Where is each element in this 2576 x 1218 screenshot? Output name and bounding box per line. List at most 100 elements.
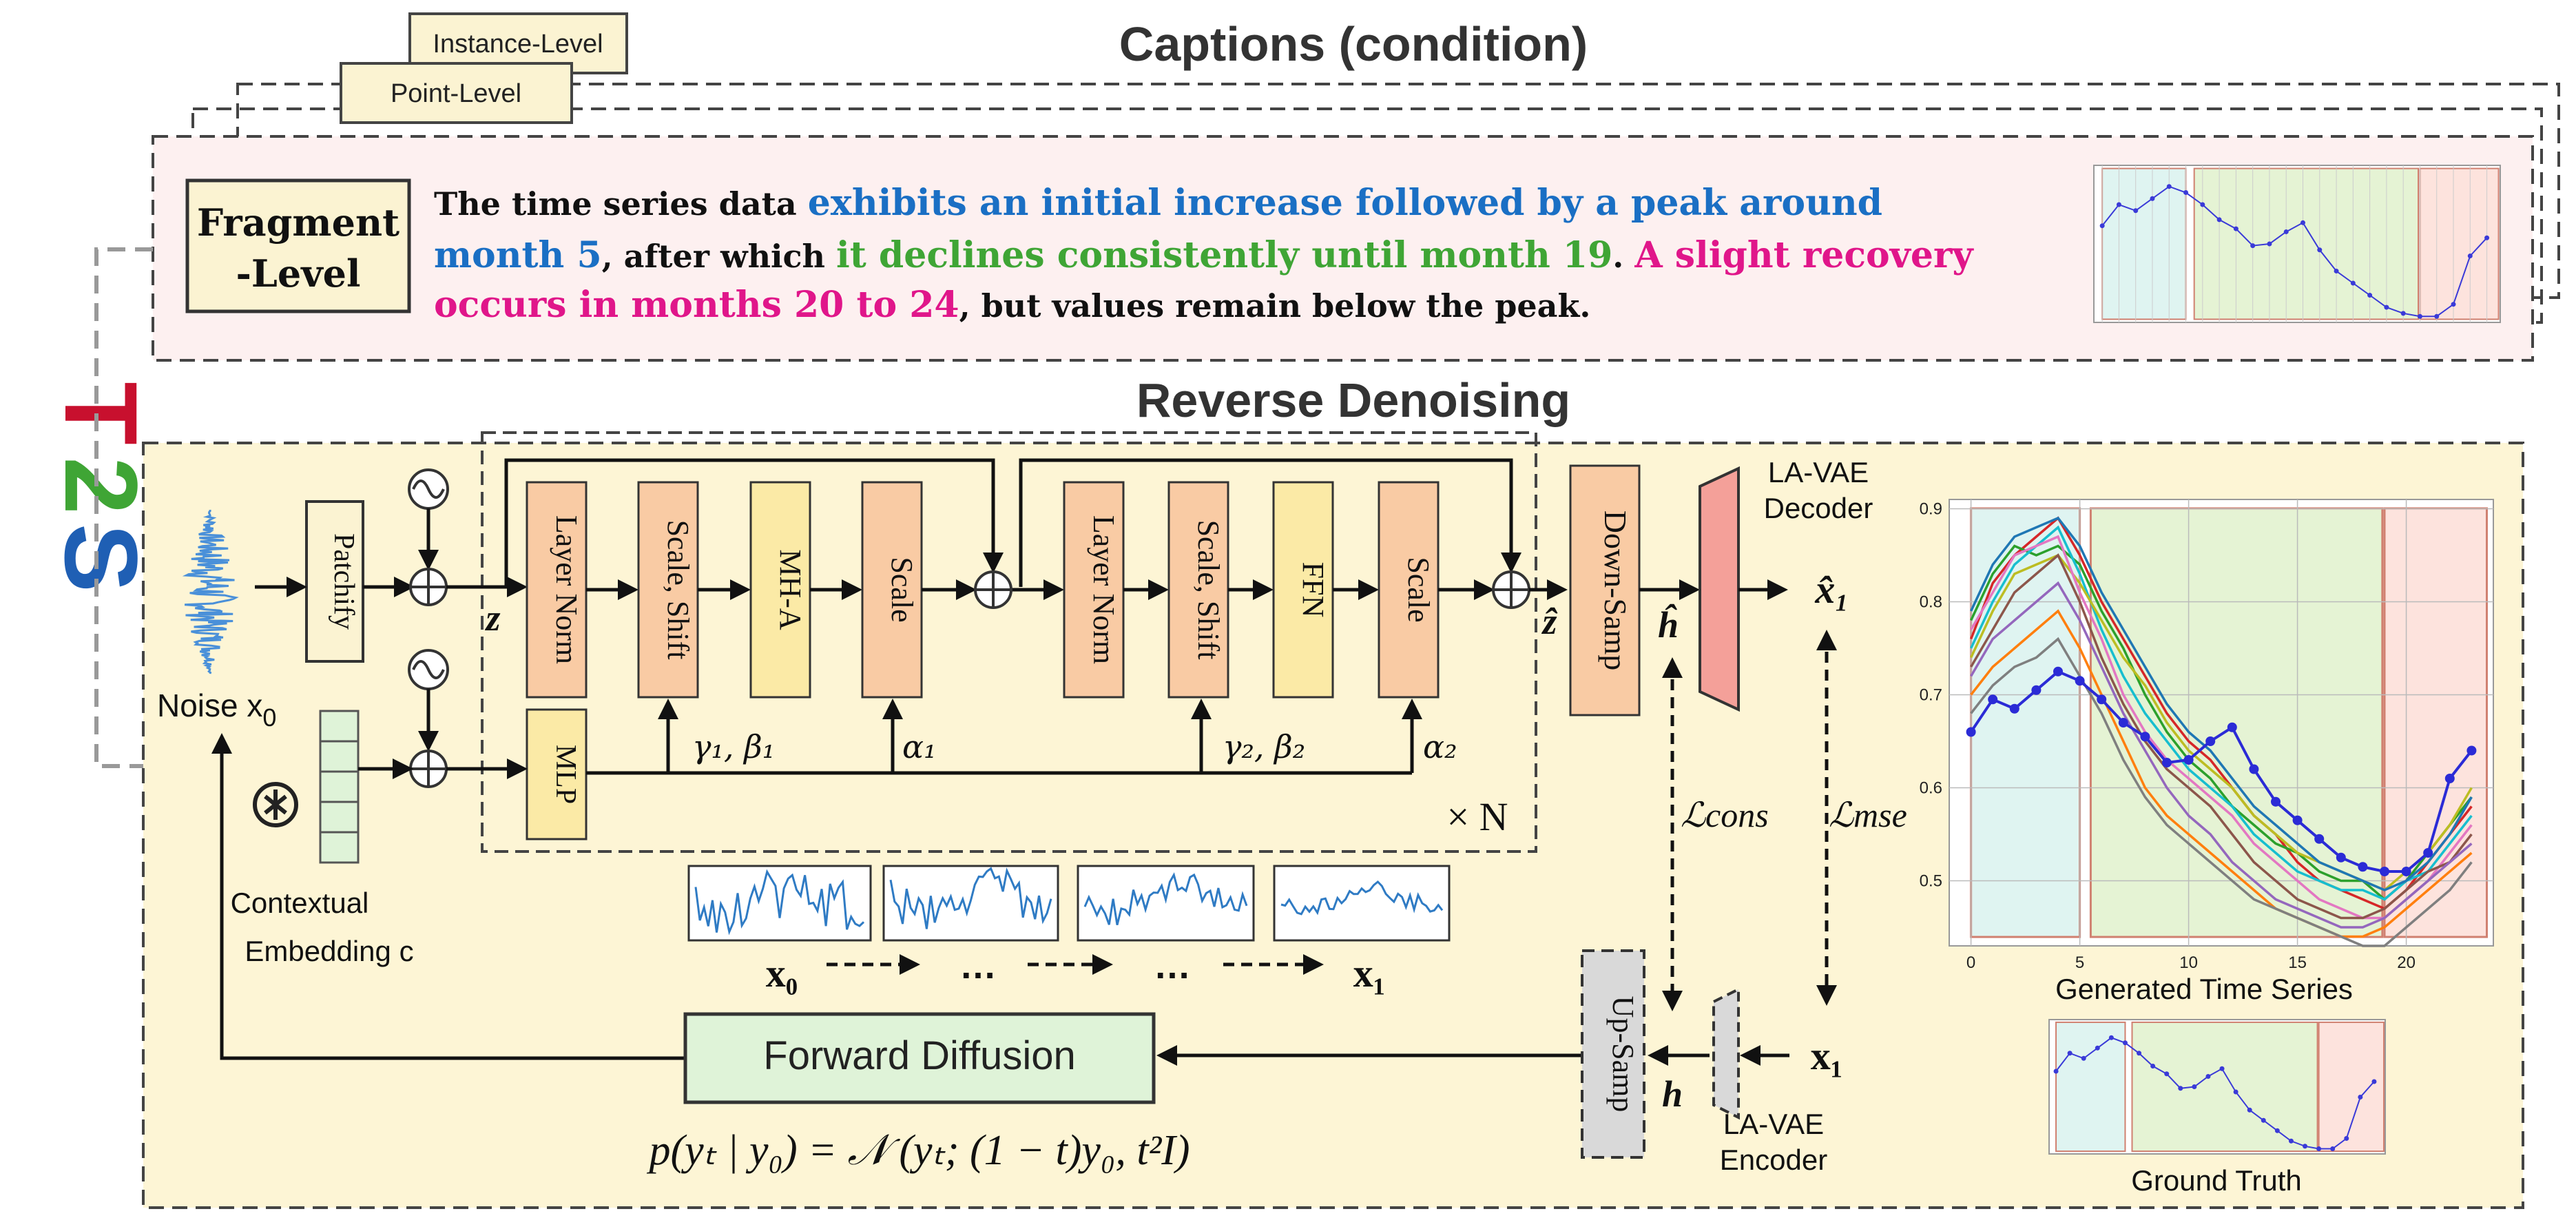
mini-point bbox=[2451, 302, 2456, 307]
vae-encoder bbox=[1712, 987, 1740, 1120]
generated-chart-title: Generated Time Series bbox=[2055, 973, 2353, 1005]
t2s-logo: T 2 S bbox=[43, 382, 159, 592]
gt-point bbox=[2205, 1074, 2211, 1079]
logo-letter-t: T bbox=[43, 382, 159, 445]
mini-point bbox=[2099, 223, 2105, 229]
mini-point bbox=[2434, 313, 2440, 319]
seq-x0-label: x₀ bbox=[766, 951, 798, 995]
gen-ytick: 0.6 bbox=[1920, 779, 1942, 798]
diffusion-sequence bbox=[687, 865, 1451, 942]
caption-segment: it declines consistently until month 19 bbox=[836, 234, 1612, 276]
forward-diffusion-box bbox=[683, 1012, 1156, 1104]
block-5 bbox=[1063, 481, 1125, 699]
caption-segment: exhibits an initial increase followed by… bbox=[808, 182, 1882, 224]
gt-point bbox=[2067, 1051, 2073, 1056]
gt-point bbox=[2219, 1066, 2225, 1071]
gen-highlight-point bbox=[2271, 796, 2281, 807]
gen-highlight-point bbox=[2466, 745, 2477, 756]
mini-point bbox=[2317, 247, 2323, 253]
gen-ytick: 0.9 bbox=[1920, 500, 1942, 519]
gen-highlight-point bbox=[2140, 732, 2150, 742]
hhat-label: ĥ bbox=[1658, 603, 1679, 646]
block-8 bbox=[1378, 481, 1440, 699]
gen-highlight-point bbox=[2380, 867, 2389, 876]
gen-series-3 bbox=[1970, 525, 2473, 901]
mini-point bbox=[2200, 202, 2205, 207]
block-label-1: Layer Norm bbox=[550, 515, 583, 664]
caption-text: The time series data exhibits an initial… bbox=[434, 182, 1974, 326]
feedback-arrow bbox=[211, 733, 685, 1060]
noise-label: Noise x0 bbox=[157, 688, 276, 732]
gt-point bbox=[2108, 1035, 2114, 1040]
captions-title: Captions (condition) bbox=[1119, 17, 1588, 71]
mini-point bbox=[2267, 241, 2272, 247]
decoder-label-1: LA-VAE bbox=[1768, 456, 1869, 488]
gt-point bbox=[2192, 1084, 2197, 1089]
mini-point bbox=[2350, 280, 2356, 286]
noisy-series-line-3 bbox=[1083, 872, 1248, 926]
plus-bottom bbox=[411, 751, 446, 787]
mlp-label: MLP bbox=[550, 745, 581, 804]
lcons-label: ℒcons bbox=[1681, 796, 1769, 834]
mini-point bbox=[2150, 196, 2155, 201]
gen-highlight-point bbox=[2075, 676, 2085, 686]
gen-highlight-point bbox=[2423, 848, 2433, 858]
gen-highlight-point bbox=[2444, 774, 2455, 783]
condition-link bbox=[94, 247, 329, 778]
gt-point bbox=[2274, 1128, 2280, 1133]
block-label-6: Scale, Shift bbox=[1192, 520, 1225, 660]
patchify-label: Patchify bbox=[328, 533, 360, 630]
denoise-title: Reverse Denoising bbox=[1136, 373, 1570, 427]
upsamp-box bbox=[1581, 949, 1645, 1159]
chart-region-1 bbox=[1970, 507, 2081, 938]
gamma1-label: γ₁, β₁ bbox=[692, 728, 775, 765]
downsamp-label: Down-Samp bbox=[1598, 510, 1633, 671]
gen-highlight-point bbox=[2053, 666, 2063, 677]
gt-point bbox=[2095, 1045, 2100, 1051]
noise-waveform bbox=[182, 509, 239, 674]
gen-highlight-point bbox=[2183, 755, 2194, 765]
embed-cell-3 bbox=[319, 770, 360, 803]
mini-point bbox=[2250, 243, 2256, 249]
gen-series-7 bbox=[1970, 581, 2473, 929]
logo-letter-s: S bbox=[43, 524, 159, 592]
block-label-2: Scale, Shift bbox=[661, 520, 695, 660]
plus-top bbox=[411, 569, 446, 605]
gen-series-10 bbox=[1970, 516, 2473, 891]
embed-cell-2 bbox=[319, 740, 360, 773]
lmse-label: ℒmse bbox=[1829, 796, 1907, 834]
gen-series-8 bbox=[1970, 609, 2473, 938]
vae-decoder bbox=[1699, 466, 1740, 712]
mini-point bbox=[2367, 293, 2373, 298]
gen-ytick: 0.8 bbox=[1920, 593, 1942, 612]
gen-highlight-point bbox=[2097, 694, 2107, 705]
gen-highlight-point bbox=[2162, 758, 2172, 768]
noisy-series-box-4 bbox=[1273, 865, 1451, 942]
mini-point bbox=[2283, 229, 2289, 234]
gt-point bbox=[2233, 1089, 2239, 1095]
openai-icon-ring bbox=[253, 782, 298, 827]
gen-xtick: 0 bbox=[1966, 953, 1975, 972]
gt-point bbox=[2371, 1079, 2377, 1084]
mini-point bbox=[2334, 268, 2339, 273]
gt-point bbox=[2316, 1146, 2322, 1151]
gen-series-6 bbox=[1970, 553, 2473, 920]
mini-point bbox=[2133, 208, 2139, 214]
block-6 bbox=[1167, 481, 1229, 699]
ground-truth-title: Ground Truth bbox=[2131, 1164, 2301, 1197]
caption-line-3: occurs in months 20 to 24, but values re… bbox=[434, 284, 1590, 326]
bottom-positional-encoding bbox=[408, 649, 449, 788]
mini-point bbox=[2300, 220, 2305, 225]
gt-point bbox=[2344, 1136, 2349, 1141]
fragment-level-label-2: -Level bbox=[236, 251, 361, 296]
mini-point bbox=[2233, 226, 2239, 231]
mini-point bbox=[2484, 235, 2490, 240]
xhat1-label: x̂₁ bbox=[1814, 567, 1849, 612]
chart-region-2 bbox=[2131, 1021, 2318, 1153]
block-label-4: Scale bbox=[885, 557, 919, 622]
mini-point bbox=[2384, 304, 2389, 310]
embed-cell-5 bbox=[319, 831, 360, 864]
chart-region-2 bbox=[2193, 167, 2420, 320]
chart-region-1 bbox=[2055, 1021, 2126, 1153]
block-2 bbox=[637, 481, 699, 699]
